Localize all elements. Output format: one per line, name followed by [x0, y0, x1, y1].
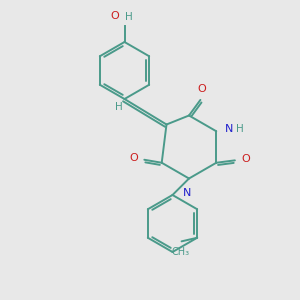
Text: O: O: [130, 153, 138, 163]
Text: O: O: [110, 11, 119, 21]
Text: N: N: [225, 124, 233, 134]
Text: O: O: [197, 85, 206, 94]
Text: H: H: [115, 102, 123, 112]
Text: CH₃: CH₃: [171, 247, 189, 257]
Text: H: H: [236, 124, 244, 134]
Text: O: O: [241, 154, 250, 164]
Text: N: N: [182, 188, 191, 198]
Text: H: H: [125, 12, 133, 22]
